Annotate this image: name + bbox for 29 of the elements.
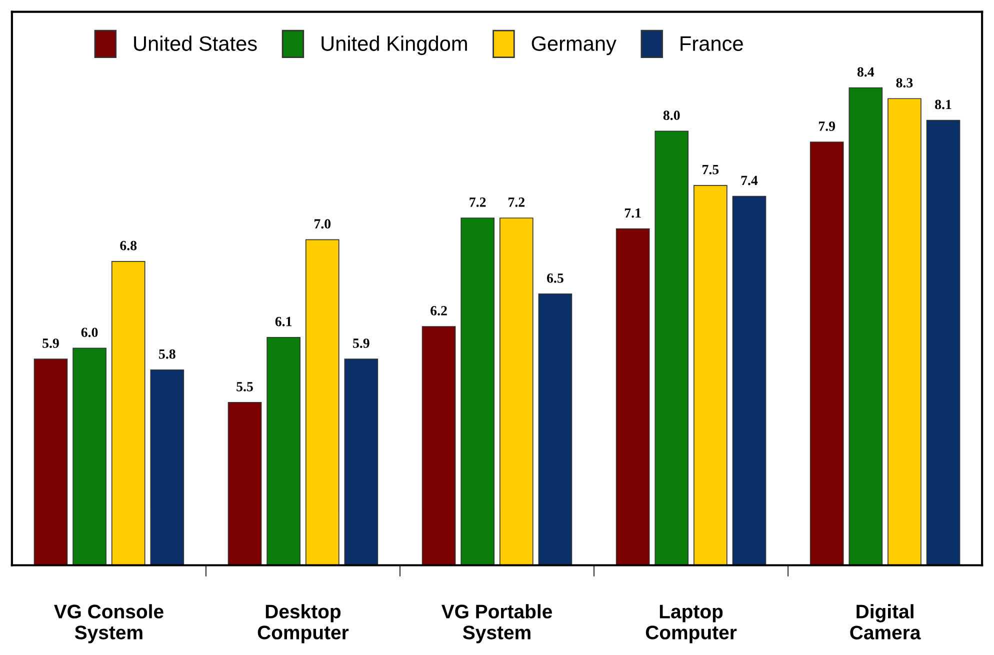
data-label: 6.5	[547, 273, 564, 283]
data-label: 5.5	[236, 382, 253, 392]
data-label: 6.2	[430, 306, 447, 316]
x-tick-label: Digital Camera	[850, 604, 921, 640]
data-label: 8.1	[935, 100, 952, 110]
data-label: 6.0	[81, 328, 98, 338]
data-label: 7.1	[624, 208, 641, 218]
x-tick-label: VG Console System	[54, 604, 164, 644]
data-label: 8.4	[857, 67, 874, 77]
data-label: 6.1	[275, 316, 292, 326]
data-label: 7.2	[508, 198, 524, 207]
legend-label: United States	[134, 36, 257, 51]
data-label: 8.0	[663, 110, 680, 120]
data-label: 5.9	[353, 338, 370, 348]
data-label: 5.8	[159, 349, 176, 359]
legend-label: Germany	[532, 36, 616, 56]
data-label: 7.5	[702, 165, 719, 174]
data-label: 7.0	[314, 219, 331, 229]
legend-label: United Kingdom	[322, 36, 467, 56]
data-label: 8.3	[896, 78, 913, 88]
data-label: 5.9	[42, 338, 59, 348]
x-tick-label: Laptop Computer	[646, 604, 737, 644]
data-label: 6.8	[120, 240, 137, 250]
x-tick-label: Desktop Computer	[258, 604, 349, 644]
data-label: 7.9	[818, 122, 836, 131]
x-tick-label: VG Portable System	[441, 604, 552, 644]
data-label: 7.4	[741, 176, 758, 186]
legend-label: France	[680, 36, 743, 51]
data-label: 7.2	[470, 198, 486, 207]
